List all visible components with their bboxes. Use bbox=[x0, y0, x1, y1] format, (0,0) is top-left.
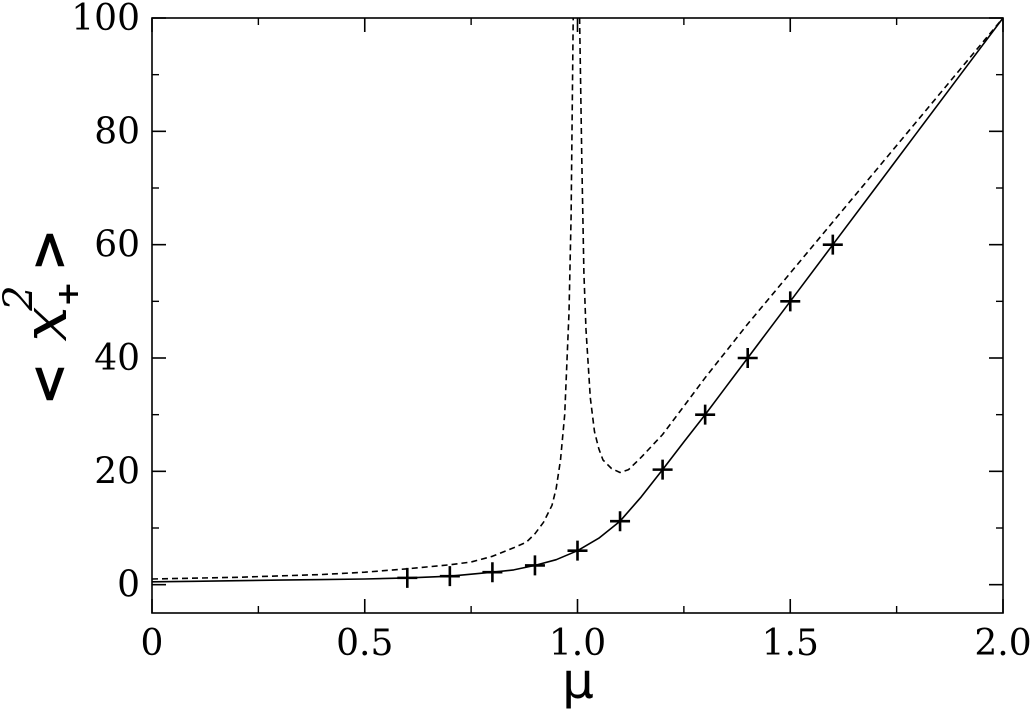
y-tick-label: 100 bbox=[71, 0, 140, 39]
data-point-plus-marker bbox=[439, 566, 460, 587]
x-tick-label: 0 bbox=[141, 623, 164, 664]
dashed-series-line-2 bbox=[578, 17, 1004, 474]
data-point-plus-marker bbox=[695, 404, 716, 425]
axis-tick-labels: 0 0.5 1.0 1.5 2.0 0 20 40 60 80 100 bbox=[71, 0, 1031, 664]
x-tick-label: 1.0 bbox=[549, 623, 606, 664]
solid-series-line bbox=[151, 17, 1004, 583]
data-point-plus-marker bbox=[780, 291, 801, 312]
y-axis-label-sub: + bbox=[51, 281, 86, 306]
dashed-series-line-1 bbox=[151, 17, 574, 580]
y-axis-label-var: x bbox=[8, 306, 81, 341]
y-axis-label-sup: 2 bbox=[0, 285, 42, 311]
data-point-plus-marker bbox=[822, 234, 843, 255]
data-point-plus-marker bbox=[652, 459, 673, 480]
y-tick-label: 60 bbox=[94, 225, 140, 266]
y-axis-label-open: < bbox=[19, 362, 79, 406]
y-tick-label: 80 bbox=[94, 111, 140, 152]
data-point-plus-marker bbox=[737, 348, 758, 368]
y-tick-label: 40 bbox=[94, 338, 140, 379]
x-axis-label: μ bbox=[562, 652, 594, 710]
y-tick-label: 20 bbox=[94, 451, 140, 492]
data-point-plus-marker bbox=[397, 567, 418, 588]
x-tick-label: 2.0 bbox=[974, 623, 1031, 664]
x-tick-label: 0.5 bbox=[336, 623, 393, 664]
chart-marks bbox=[151, 17, 1004, 588]
data-point-plus-marker bbox=[482, 562, 503, 583]
data-point-plus-marker bbox=[524, 555, 545, 576]
y-axis-label-close: > bbox=[19, 228, 79, 272]
plot-frame bbox=[151, 17, 1004, 614]
y-tick-label: 0 bbox=[117, 565, 140, 606]
data-point-plus-marker bbox=[610, 511, 631, 532]
axis-ticks bbox=[151, 17, 1004, 613]
y-axis-label: < x + 2 > bbox=[0, 228, 86, 406]
x-tick-label: 1.5 bbox=[762, 623, 819, 664]
data-point-plus-marker bbox=[567, 540, 588, 561]
